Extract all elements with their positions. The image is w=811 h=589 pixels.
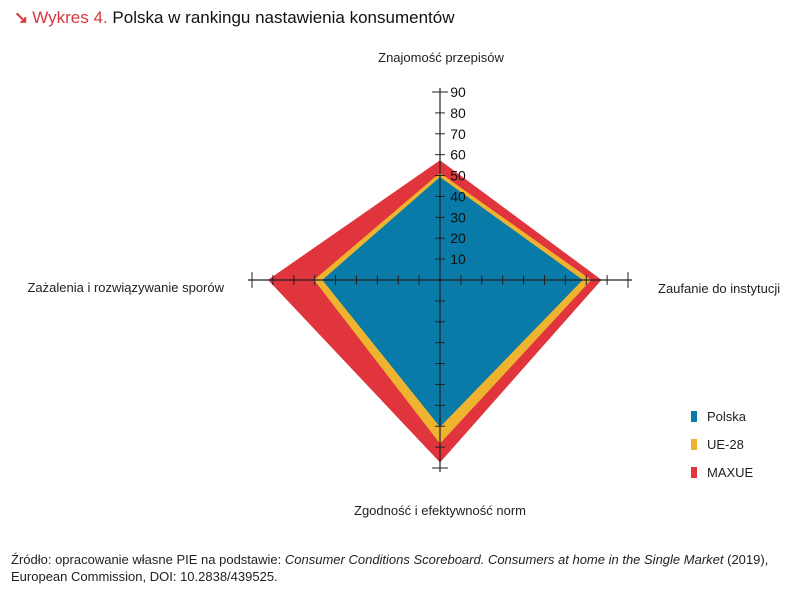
legend-label-polska: Polska — [707, 409, 747, 424]
axis-label-2: Zgodność i efektywność norm — [354, 503, 526, 518]
legend-swatch-polska — [691, 411, 697, 422]
legend-swatch-ue-28 — [691, 439, 697, 450]
chart-number: Wykres 4. — [32, 8, 108, 27]
tick-label-90: 90 — [450, 84, 466, 100]
source-text-end: (2019), European Commission, DOI: 10.283… — [11, 552, 769, 584]
legend-label-ue-28: UE-28 — [707, 437, 744, 452]
tick-label-80: 80 — [450, 105, 466, 121]
tick-label-10: 10 — [450, 251, 466, 267]
axis-label-1: Zaufanie do instytucji — [658, 281, 780, 296]
chart-title: ↘ Wykres 4. Polska w rankingu nastawienia… — [14, 8, 454, 28]
axis-labels: Znajomość przepisów Zaufanie do instytucj… — [27, 50, 780, 518]
source-note: Źródło: opracowanie własne PIE na podsta… — [11, 551, 806, 585]
chart-axes — [248, 88, 632, 472]
chart-title-text: Polska w rankingu nastawienia konsumentó… — [112, 8, 455, 27]
tick-label-70: 70 — [450, 126, 466, 142]
arrow-down-right-icon: ↘ — [14, 8, 29, 27]
axis-label-3: Zażalenia i rozwiązywanie sporów — [27, 280, 224, 295]
tick-label-20: 20 — [450, 230, 466, 246]
legend: Polska UE-28 MAXUE — [691, 409, 754, 480]
source-text: Źródło: opracowanie własne PIE na podsta… — [11, 552, 285, 567]
series-polygons — [267, 160, 602, 463]
axis-label-0: Znajomość przepisów — [378, 50, 504, 65]
tick-label-50: 50 — [450, 168, 466, 184]
tick-label-40: 40 — [450, 188, 466, 204]
tick-label-60: 60 — [450, 147, 466, 163]
source-title: Consumer Conditions Scoreboard. Consumer… — [284, 552, 724, 567]
legend-label-maxue: MAXUE — [707, 465, 754, 480]
radar-chart: 10 20 30 40 50 60 70 80 90 Znajomość przepisów Za… — [27, 50, 780, 518]
tick-label-30: 30 — [450, 209, 466, 225]
tick-labels: 10 20 30 40 50 60 70 80 90 — [450, 84, 466, 267]
legend-swatch-maxue — [691, 467, 697, 478]
